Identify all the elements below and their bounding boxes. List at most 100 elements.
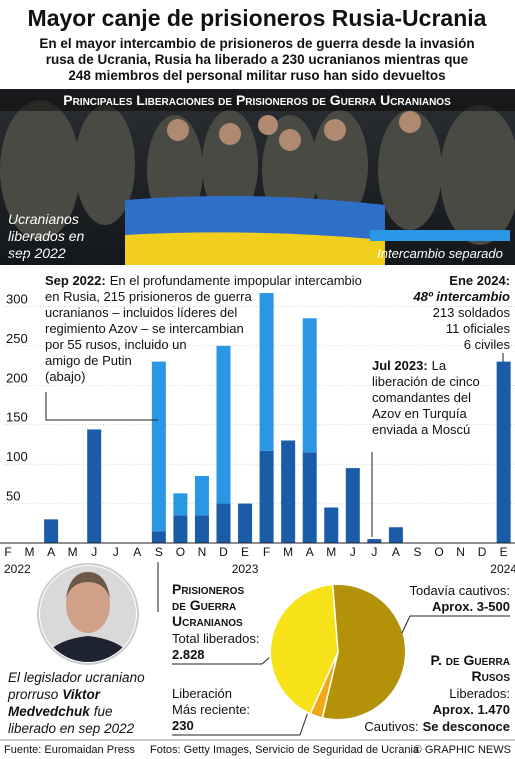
x-tick-label: D xyxy=(478,545,487,559)
footer-credit: © GRAPHIC NEWS xyxy=(414,744,511,756)
x-tick-label: O xyxy=(176,545,185,559)
leader-line xyxy=(172,711,309,736)
y-tick-label: 250 xyxy=(6,331,28,346)
pie-heading: Ucranianos xyxy=(172,613,243,629)
bar-segment xyxy=(302,318,317,453)
x-tick-label: A xyxy=(392,545,400,559)
annotation-text: amigo de Putin xyxy=(45,353,132,368)
x-tick-label: E xyxy=(241,545,249,559)
bar-segment xyxy=(388,527,403,543)
title: Mayor canje de prisioneros Rusia-Ucrania xyxy=(28,5,487,31)
pie-chart xyxy=(269,583,407,721)
y-tick-label: 350 xyxy=(6,252,28,267)
pie-heading: Prisioneros xyxy=(172,581,244,597)
y-tick-label: 200 xyxy=(6,370,28,385)
pie-heading: P. de Guerra xyxy=(430,652,510,668)
y-tick-label: 300 xyxy=(6,291,28,306)
pie-heading: Rusos xyxy=(472,668,511,684)
pie-value-label: 2.828 xyxy=(172,647,205,662)
caption-text: fue xyxy=(94,704,113,719)
bar-segment xyxy=(44,519,59,543)
x-tick-label: N xyxy=(198,545,207,559)
x-tick-label: J xyxy=(371,545,377,559)
x-tick-label: M xyxy=(68,545,78,559)
caption: liberado en sep 2022 xyxy=(8,721,135,736)
bar-segment xyxy=(238,503,253,543)
subtitle: 248 miembros del personal militar ruso h… xyxy=(68,68,445,83)
pie-label: Liberados: xyxy=(449,686,510,701)
annotation-text: Azov en Turquía xyxy=(372,406,467,421)
year-label: 2024 xyxy=(490,562,515,576)
bar-segment xyxy=(151,361,166,532)
annotation-label: Ene 2024: xyxy=(449,273,510,288)
pie-label: Liberación xyxy=(172,686,232,701)
bar-segment xyxy=(302,452,317,543)
pie-value-label: Aprox. 1.470 xyxy=(433,702,510,717)
bar-segment xyxy=(216,345,231,504)
bar-segment xyxy=(367,539,382,543)
annotation-label: Jul 2023: xyxy=(372,358,428,373)
photo-caption: liberados en xyxy=(8,228,84,244)
annotation-text: En el profundamente impopular intercambi… xyxy=(110,273,362,288)
x-tick-label: S xyxy=(413,545,421,559)
bar-segment xyxy=(259,450,274,543)
x-tick-label: J xyxy=(91,545,97,559)
subtitle: rusa de Ucrania, Rusia ha liberado a 230… xyxy=(46,52,469,67)
annotation-text: regimiento Azov – se intercambian xyxy=(45,321,244,336)
annotation-text: en Rusia, 215 prisioneros de guerra xyxy=(45,289,252,304)
bar-segment xyxy=(345,468,360,543)
annotation-text: 213 soldados xyxy=(433,305,511,320)
x-tick-label: J xyxy=(113,545,119,559)
bar-segment xyxy=(216,503,231,543)
annotation-text: comandantes del xyxy=(372,390,471,405)
caption: El legislador ucraniano xyxy=(8,670,145,685)
pie-heading: de Guerra xyxy=(172,597,236,613)
x-tick-label: F xyxy=(4,545,11,559)
x-tick-label: A xyxy=(133,545,141,559)
x-tick-label: O xyxy=(434,545,443,559)
pie-outline xyxy=(269,583,407,721)
x-tick-label: S xyxy=(155,545,163,559)
bar-segment xyxy=(281,440,296,543)
annotation-text: liberación de cinco xyxy=(372,374,480,389)
pie-label: Cautivos: Se desconoce xyxy=(364,719,510,734)
year-label: 2022 xyxy=(4,562,31,576)
legend-label: Intercambio separado xyxy=(377,246,503,261)
portrait xyxy=(37,563,139,665)
y-tick-label: 100 xyxy=(6,449,28,464)
pie-label: Más reciente: xyxy=(172,702,250,717)
pie-value-label: Se desconoce xyxy=(423,719,510,734)
annotation: Jul 2023: La xyxy=(372,358,447,373)
x-tick-label: A xyxy=(47,545,55,559)
annotation-text: 11 oficiales xyxy=(446,321,511,336)
annotation-text: (abajo) xyxy=(45,369,85,384)
caption-text: prorruso xyxy=(7,687,59,702)
footer-source: Fuente: Euromaidan Press xyxy=(4,744,135,756)
pie-label: Total liberados: xyxy=(172,631,259,646)
x-tick-label: M xyxy=(283,545,293,559)
bar-segment xyxy=(173,493,188,516)
x-tick-label: A xyxy=(306,545,314,559)
pie-value-label: Aprox. 3-500 xyxy=(432,599,510,614)
footer-photos: Fotos: Getty Images, Servicio de Segurid… xyxy=(150,744,420,756)
leader-line xyxy=(45,392,158,421)
legend-swatch xyxy=(370,230,510,241)
pie-label: Todavía cautivos: xyxy=(410,583,510,598)
annotation-text: enviada a Moscú xyxy=(372,422,470,437)
subtitle: En el mayor intercambio de prisioneros d… xyxy=(39,36,474,51)
year-label: 2023 xyxy=(232,562,259,576)
bar-segment xyxy=(173,515,188,543)
annotation-label: Sep 2022: xyxy=(45,273,106,288)
y-tick-label: 150 xyxy=(6,410,28,425)
leader-line xyxy=(401,615,510,634)
bar-segment xyxy=(87,429,102,543)
photo-heading: Principales Liberaciones de Prisioneros … xyxy=(63,92,451,108)
caption-name: Medvedchuk xyxy=(8,704,91,719)
annotation-text: 6 civiles xyxy=(464,337,511,352)
annotation: Sep 2022: En el profundamente impopular i… xyxy=(45,273,362,288)
x-tick-label: M xyxy=(326,545,336,559)
x-tick-label: E xyxy=(500,545,508,559)
annotation-text: 48º intercambio xyxy=(412,289,510,304)
